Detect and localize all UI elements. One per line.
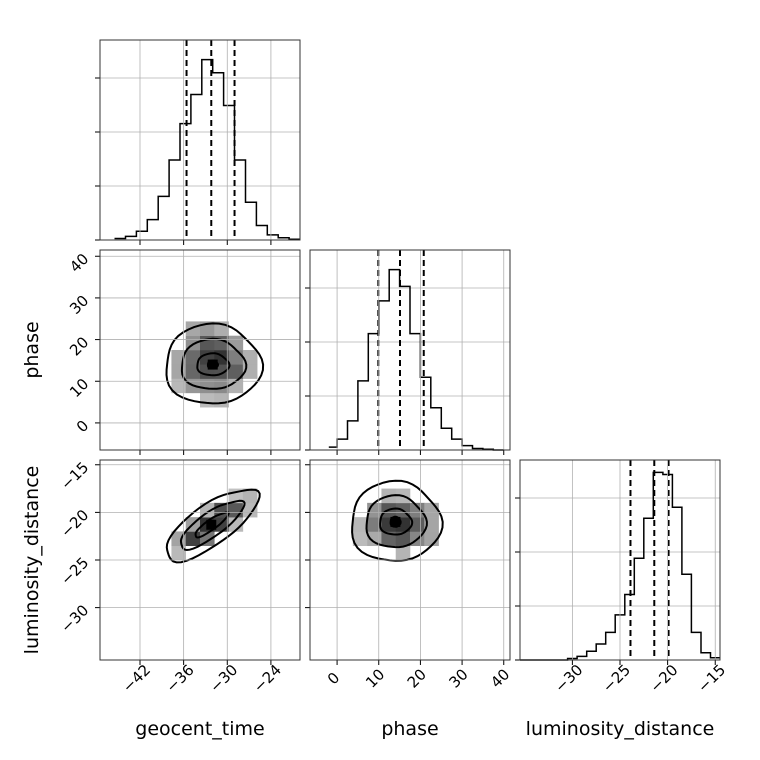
ytick-label: 30 <box>66 292 92 318</box>
xtick-label: −42 <box>119 661 154 696</box>
contour-level-2 <box>365 494 428 549</box>
xlabel-luminosity_distance: luminosity_distance <box>526 718 715 740</box>
ylabel-luminosity_distance: luminosity_distance <box>21 466 43 655</box>
density-cell <box>367 517 382 532</box>
density-peak <box>390 516 401 527</box>
density-cell <box>242 502 258 518</box>
xtick-label: −24 <box>250 661 285 696</box>
hist-geocent_time <box>114 58 300 241</box>
panel-frame <box>309 249 511 451</box>
contour-level-3 <box>379 507 414 536</box>
xtick-label: −20 <box>647 661 682 696</box>
contour-level-3 <box>194 511 230 539</box>
xtick-label: −25 <box>599 661 634 696</box>
panel-frame <box>99 459 301 661</box>
contour-level-1 <box>165 488 261 564</box>
density-cell <box>200 502 215 518</box>
density-cell <box>171 545 187 561</box>
density-cell <box>214 517 229 532</box>
panels-layer <box>95 39 721 665</box>
xtick-label: −30 <box>551 661 586 696</box>
density-cell <box>424 517 439 532</box>
density-cell <box>171 378 187 394</box>
xtick-label: 30 <box>445 665 471 691</box>
hist-phase <box>328 268 504 451</box>
panel-bg-hist-geocent_time <box>100 40 300 240</box>
density-cell <box>352 531 368 547</box>
xlabel-geocent_time: geocent_time <box>135 718 264 740</box>
contour-level-1 <box>165 322 265 405</box>
xtick-label: −36 <box>163 661 198 696</box>
ylabel-phase: phase <box>21 321 43 378</box>
panel-bg-hist-phase <box>310 250 510 450</box>
density-cell <box>424 502 439 518</box>
density-cell <box>395 545 411 561</box>
panel-frame <box>309 459 511 661</box>
ytick-label: 10 <box>66 375 92 401</box>
xlabel-phase: phase <box>381 718 438 740</box>
density-cell <box>228 378 244 394</box>
density-cell <box>185 350 201 365</box>
xtick-label: −30 <box>206 661 241 696</box>
density-cell <box>214 392 229 408</box>
contour-level-3 <box>196 352 231 377</box>
ytick-label: −30 <box>57 601 92 636</box>
density-peak <box>206 519 217 530</box>
density-cell <box>228 335 244 351</box>
ytick-label: 40 <box>66 250 92 276</box>
density-cell <box>185 531 201 547</box>
xtick-label: 0 <box>324 669 343 688</box>
ytick-label: 0 <box>73 417 92 436</box>
xtick-label: 20 <box>404 665 430 691</box>
xtick-label: −15 <box>694 661 729 696</box>
xtick-label: 10 <box>362 665 388 691</box>
density-cell <box>185 321 201 337</box>
density-cell <box>410 502 425 518</box>
panel-frame <box>519 459 721 661</box>
ytick-label: −25 <box>57 554 92 589</box>
density-cell <box>367 531 382 547</box>
panel-frame <box>99 249 301 451</box>
ytick-label: −20 <box>57 506 92 541</box>
density-cell <box>228 350 244 365</box>
contour-level-2 <box>179 499 246 552</box>
contour-level-2 <box>180 337 248 390</box>
density-cell <box>352 517 368 532</box>
density-peak <box>207 359 218 370</box>
density-cell <box>242 488 258 504</box>
xtick-label: 40 <box>487 665 513 691</box>
density-cell <box>242 350 258 365</box>
density-cell <box>200 392 215 408</box>
density-cell <box>200 378 215 394</box>
contour-level-1 <box>351 479 444 562</box>
panel-frame <box>99 39 301 241</box>
ytick-label: 20 <box>66 333 92 359</box>
density-cell <box>228 364 244 379</box>
density-cell <box>410 517 425 532</box>
ytick-label: −15 <box>57 458 92 493</box>
